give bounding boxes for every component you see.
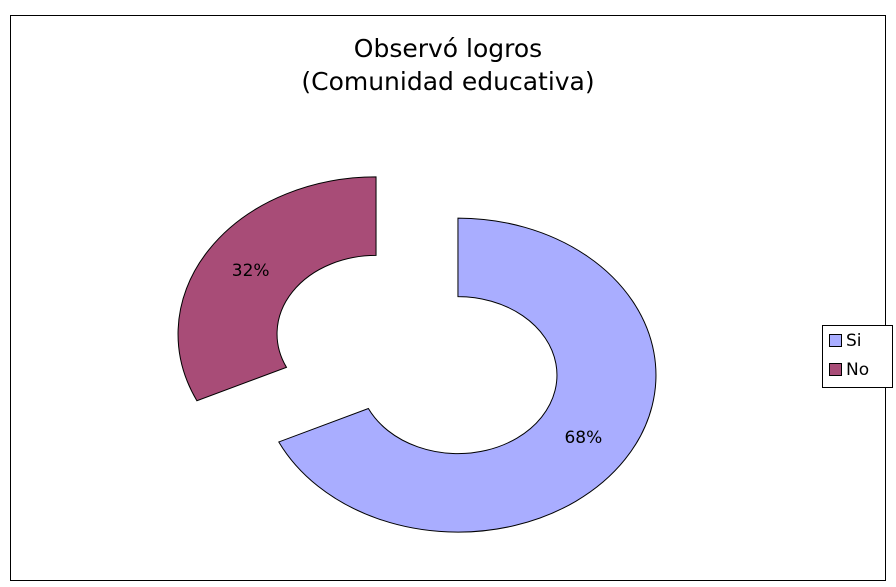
legend-label: No	[846, 360, 869, 380]
legend-swatch	[829, 363, 842, 376]
legend-swatch	[829, 334, 842, 347]
donut-slice	[177, 176, 377, 402]
chart-subtitle: (Comunidad educativa)	[301, 67, 594, 96]
legend-label: Si	[846, 331, 862, 351]
chart-title: Observó logros	[354, 34, 542, 63]
value-label: 68%	[564, 428, 602, 448]
plot: 68% 32%	[177, 176, 657, 533]
donut-slice	[278, 217, 657, 533]
legend: Si No	[822, 325, 893, 388]
value-label: 32%	[232, 261, 270, 281]
